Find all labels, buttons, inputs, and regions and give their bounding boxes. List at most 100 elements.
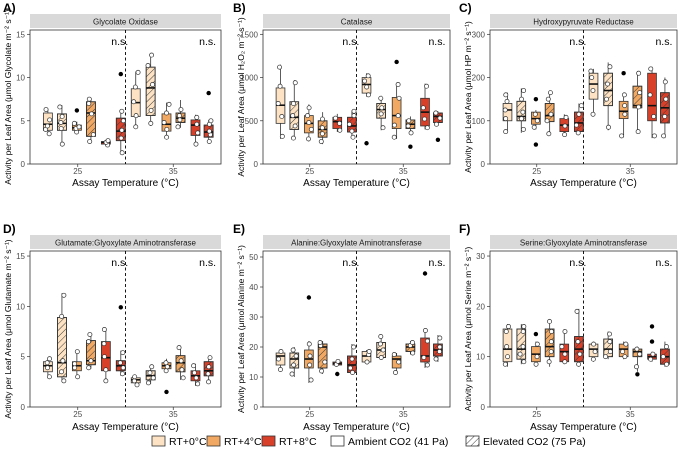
data-point bbox=[60, 358, 66, 364]
box-25-rt0c-elevated bbox=[289, 80, 300, 141]
y-tick-label: 10 bbox=[476, 353, 485, 362]
data-point bbox=[433, 356, 439, 362]
legend: RT+0°C RT+4°C RT+8°C Ambient CO2 (41 Pa)… bbox=[151, 435, 586, 448]
data-point bbox=[636, 70, 642, 76]
data-point bbox=[548, 90, 553, 96]
box-25-rt8c-elevated bbox=[115, 71, 126, 156]
data-point bbox=[105, 138, 111, 144]
data-point bbox=[193, 141, 199, 147]
data-point bbox=[563, 114, 569, 120]
data-point bbox=[534, 354, 540, 360]
data-point bbox=[163, 368, 169, 374]
legend-item-elevated: Elevated CO2 (75 Pa) bbox=[465, 435, 586, 448]
data-point bbox=[434, 121, 439, 127]
data-point bbox=[195, 381, 201, 387]
data-point bbox=[532, 111, 538, 117]
panel-title: Alanine:Glyoxylate Aminotransferase bbox=[291, 239, 422, 248]
box-hatch bbox=[289, 352, 300, 369]
data-point bbox=[395, 113, 401, 119]
x-tick-label: 35 bbox=[169, 167, 178, 176]
data-point bbox=[74, 349, 80, 355]
box-25-rt8c-ambient bbox=[559, 114, 570, 138]
y-tick-label: 0 bbox=[254, 403, 259, 412]
y-tick-label: 100 bbox=[472, 117, 486, 126]
data-point bbox=[547, 319, 552, 324]
data-point bbox=[207, 355, 213, 361]
data-point bbox=[647, 92, 653, 98]
data-point bbox=[86, 101, 92, 106]
box-35-rt8c-elevated bbox=[433, 110, 443, 142]
data-point bbox=[118, 135, 124, 141]
box-25-rt8c-ambient bbox=[332, 113, 343, 133]
data-point bbox=[75, 374, 81, 380]
data-point bbox=[87, 332, 93, 337]
box-35-rt4c-elevated bbox=[175, 345, 186, 381]
data-point bbox=[45, 365, 50, 371]
data-point bbox=[47, 117, 53, 123]
data-point bbox=[59, 141, 65, 147]
data-point bbox=[135, 69, 141, 75]
data-point bbox=[131, 378, 137, 384]
x-axis-title: Assay Temperature (°C) bbox=[72, 422, 179, 433]
box-body bbox=[588, 72, 599, 100]
data-point bbox=[424, 338, 430, 344]
data-point bbox=[337, 127, 343, 133]
data-point bbox=[506, 324, 511, 329]
data-point bbox=[44, 360, 50, 366]
significance-label: n.s. bbox=[342, 257, 359, 269]
data-point bbox=[290, 135, 296, 141]
box-25-rt8c-elevated bbox=[574, 308, 584, 367]
data-point bbox=[636, 104, 642, 110]
data-point bbox=[59, 114, 65, 119]
data-point bbox=[562, 359, 568, 365]
box-25-rt0c-ambient bbox=[275, 64, 286, 139]
data-point bbox=[148, 120, 154, 126]
data-point bbox=[133, 113, 139, 119]
y-tick-label: 30 bbox=[476, 252, 485, 261]
data-point bbox=[505, 354, 511, 360]
x-axis-title: Assay Temperature (°C) bbox=[530, 422, 637, 433]
data-point bbox=[621, 92, 627, 98]
x-axis-title: Assay Temperature (°C) bbox=[303, 422, 410, 433]
data-point bbox=[365, 73, 371, 79]
data-point bbox=[576, 361, 582, 367]
data-point bbox=[521, 88, 527, 93]
box-hatch bbox=[86, 101, 96, 137]
data-point bbox=[178, 358, 184, 364]
box-25-rt4c-elevated bbox=[86, 96, 96, 144]
box-25-rt8c-ambient bbox=[100, 138, 111, 148]
data-point bbox=[120, 365, 126, 371]
significance-label: n.s. bbox=[569, 257, 586, 269]
data-point bbox=[607, 339, 613, 345]
data-point bbox=[117, 360, 123, 366]
data-point bbox=[577, 351, 583, 357]
data-point bbox=[521, 359, 527, 365]
x-tick-label: 25 bbox=[73, 167, 82, 176]
data-point bbox=[619, 133, 625, 139]
data-point bbox=[101, 327, 107, 332]
data-point bbox=[148, 107, 154, 113]
data-point bbox=[395, 82, 401, 87]
data-point bbox=[606, 124, 611, 130]
data-point bbox=[519, 116, 524, 122]
y-tick-label: 0 bbox=[481, 403, 486, 412]
data-point bbox=[378, 334, 384, 339]
data-point bbox=[410, 350, 416, 356]
data-point bbox=[319, 131, 325, 137]
data-point bbox=[410, 340, 415, 345]
data-point bbox=[293, 353, 299, 359]
y-axis-title: Activity per Leaf Area (μmol H₂O₂ m⁻² s⁻… bbox=[236, 17, 246, 177]
data-point bbox=[422, 328, 428, 333]
data-point bbox=[119, 127, 125, 133]
panel-letter: E) bbox=[233, 222, 245, 236]
data-point bbox=[548, 349, 554, 355]
box-25-rt0c-ambient bbox=[42, 356, 53, 380]
box-35-rt0c-elevated bbox=[603, 331, 613, 360]
data-point bbox=[206, 128, 212, 134]
data-point bbox=[306, 105, 312, 111]
x-tick-label: 25 bbox=[532, 410, 541, 419]
y-tick-label: 10 bbox=[16, 302, 25, 311]
x-tick-label: 25 bbox=[73, 410, 82, 419]
data-point bbox=[424, 125, 430, 131]
box-35-rt0c-ambient bbox=[361, 73, 372, 146]
